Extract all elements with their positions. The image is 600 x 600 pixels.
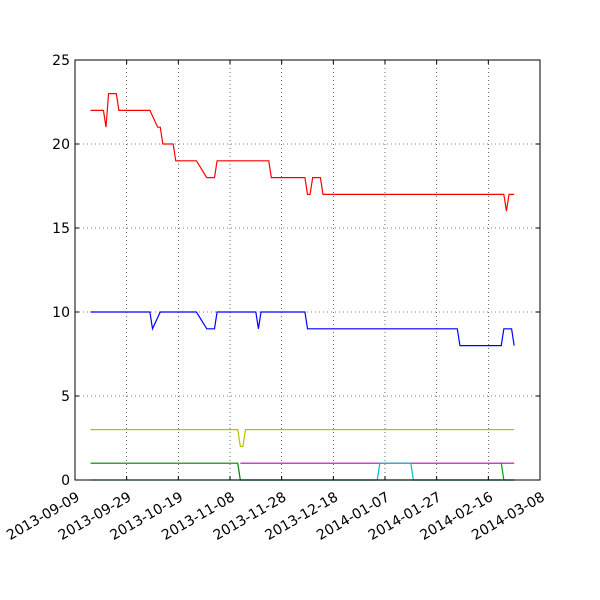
series-line-1: [90, 92, 515, 212]
series-line-2: [90, 311, 515, 347]
plot-area-frame: [74, 59, 541, 481]
y-tick-label: 5: [61, 389, 70, 405]
y-tick-label: 20: [52, 137, 70, 153]
y-tick-label: 10: [52, 305, 70, 321]
y-tick-label: 0: [61, 473, 70, 489]
y-tick-label: 15: [52, 221, 70, 237]
y-tick-label: 25: [52, 53, 70, 69]
series-line-3: [90, 429, 515, 447]
